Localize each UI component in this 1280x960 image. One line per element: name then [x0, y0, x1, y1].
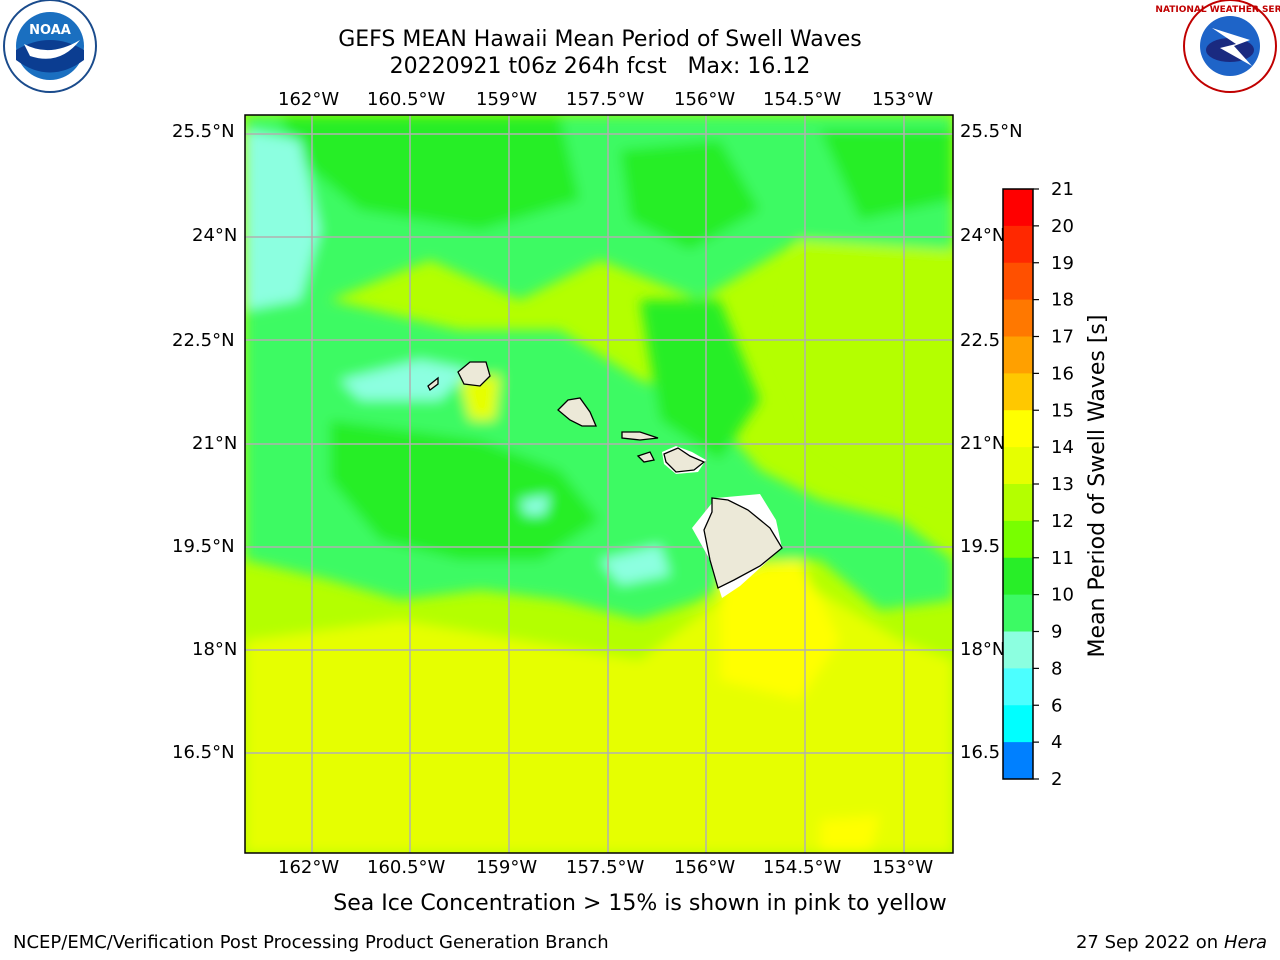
colorbar-swatch: [1003, 668, 1033, 706]
noaa-logo-text: NOAA: [29, 23, 71, 38]
lon-label-bottom: 160.5°W: [367, 857, 446, 878]
lon-label-top: 159°W: [476, 89, 538, 110]
colorbar-tick-label: 10: [1051, 585, 1074, 606]
graticule: [245, 115, 953, 853]
lon-label-bottom: 162°W: [278, 857, 340, 878]
lon-label-bottom: 159°W: [476, 857, 538, 878]
lat-label-right: 18°N: [960, 639, 1006, 660]
colorbar-tick-label: 17: [1051, 327, 1074, 348]
colorbar-swatch: [1003, 373, 1033, 411]
colorbar-swatch: [1003, 631, 1033, 669]
footer-machine: Hera: [1223, 932, 1267, 953]
lon-label-bottom: 156°W: [674, 857, 736, 878]
colorbar: 21 20 19 18 17 16 15 14 13 12 11 10 9 8 6 4 2: [1002, 179, 1074, 790]
lon-label-bottom: 153°W: [872, 857, 934, 878]
colorbar-tick-label: 18: [1051, 290, 1074, 311]
nws-logo: NATIONAL WEATHER SERVICE: [1155, 0, 1280, 93]
colorbar-tick-label: 14: [1051, 437, 1074, 458]
island-molokai: [621, 431, 659, 441]
colorbar-tick-label: 15: [1051, 400, 1074, 421]
colorbar-tick-label: 12: [1051, 511, 1074, 532]
colorbar-tick-label: 2: [1051, 769, 1062, 790]
hawaiian-islands: [427, 361, 783, 598]
lon-label-top: 157.5°W: [566, 89, 645, 110]
island-kauai: [457, 361, 491, 387]
colorbar-tick-label: 8: [1051, 658, 1062, 679]
lat-label-right: 16.5: [960, 742, 1001, 763]
chart-subtitle: 20220921 t06z 264h fcst Max: 16.12: [389, 54, 811, 79]
colorbar-swatch: [1003, 742, 1033, 780]
lon-label-top: 153°W: [872, 89, 934, 110]
colorbar-swatch: [1003, 336, 1033, 374]
lon-label-top: 156°W: [674, 89, 736, 110]
lat-label-right: 25.5°N: [960, 121, 1023, 142]
colorbar-swatch: [1003, 557, 1033, 596]
lon-label-top: 154.5°W: [763, 89, 842, 110]
island-niihau: [427, 376, 439, 391]
footer-date: 27 Sep 2022 on Hera: [1076, 932, 1267, 953]
colorbar-swatch: [1003, 299, 1033, 337]
nws-logo-text: NATIONAL WEATHER SERVICE: [1155, 5, 1280, 15]
lat-label-left: 21°N: [192, 433, 238, 454]
colorbar-swatch: [1003, 447, 1033, 485]
colorbar-swatch: [1003, 225, 1033, 264]
footer-credit: NCEP/EMC/Verification Post Processing Pr…: [13, 932, 609, 953]
island-lanai: [636, 451, 655, 463]
lon-label-top: 162°W: [278, 89, 340, 110]
island-oahu: [557, 397, 597, 427]
lat-label-right: 21°N: [960, 433, 1006, 454]
lat-label-right: 19.5: [960, 536, 1001, 557]
lat-label-left: 18°N: [192, 639, 238, 660]
lon-label-bottom: 157.5°W: [566, 857, 645, 878]
colorbar-swatch: [1003, 410, 1033, 448]
lat-label-left: 24°N: [192, 225, 238, 246]
colorbar-tick-label: 20: [1051, 216, 1074, 237]
island-maui: [663, 447, 706, 473]
lat-label-left: 16.5°N: [172, 742, 235, 763]
colorbar-tick-label: 19: [1051, 253, 1074, 274]
period-field: [245, 115, 953, 853]
colorbar-swatch: [1003, 262, 1033, 301]
lat-label-right: 24°N: [960, 225, 1006, 246]
colorbar-tick-label: 21: [1051, 179, 1074, 200]
island-hawaii: [703, 497, 783, 589]
sea-ice-note: Sea Ice Concentration > 15% is shown in …: [333, 891, 947, 916]
lon-label-bottom: 154.5°W: [763, 857, 842, 878]
colorbar-swatch: [1003, 705, 1033, 743]
map-frame: [244, 114, 954, 854]
noaa-logo: NOAA: [3, 0, 97, 93]
lat-label-left: 19.5°N: [172, 536, 235, 557]
colorbar-swatch: [1003, 594, 1033, 632]
lon-label-top: 160.5°W: [367, 89, 446, 110]
colorbar-tick-label: 4: [1051, 732, 1062, 753]
lat-label-left: 22.5°N: [172, 330, 235, 351]
colorbar-swatch: [1003, 189, 1033, 227]
chart-title: GEFS MEAN Hawaii Mean Period of Swell Wa…: [338, 27, 862, 52]
colorbar-tick-label: 16: [1051, 363, 1074, 384]
colorbar-label: Mean Period of Swell Waves [s]: [1085, 314, 1110, 658]
colorbar-tick-label: 11: [1051, 548, 1074, 569]
colorbar-swatch: [1003, 484, 1033, 522]
colorbar-tick-label: 13: [1051, 474, 1074, 495]
colorbar-tick-label: 6: [1051, 695, 1062, 716]
lat-label-left: 25.5°N: [172, 121, 235, 142]
colorbar-swatch: [1003, 520, 1033, 559]
lat-label-right: 22.5: [960, 330, 1001, 351]
colorbar-tick-label: 9: [1051, 622, 1062, 643]
footer-date-text: 27 Sep 2022 on: [1075, 932, 1219, 953]
